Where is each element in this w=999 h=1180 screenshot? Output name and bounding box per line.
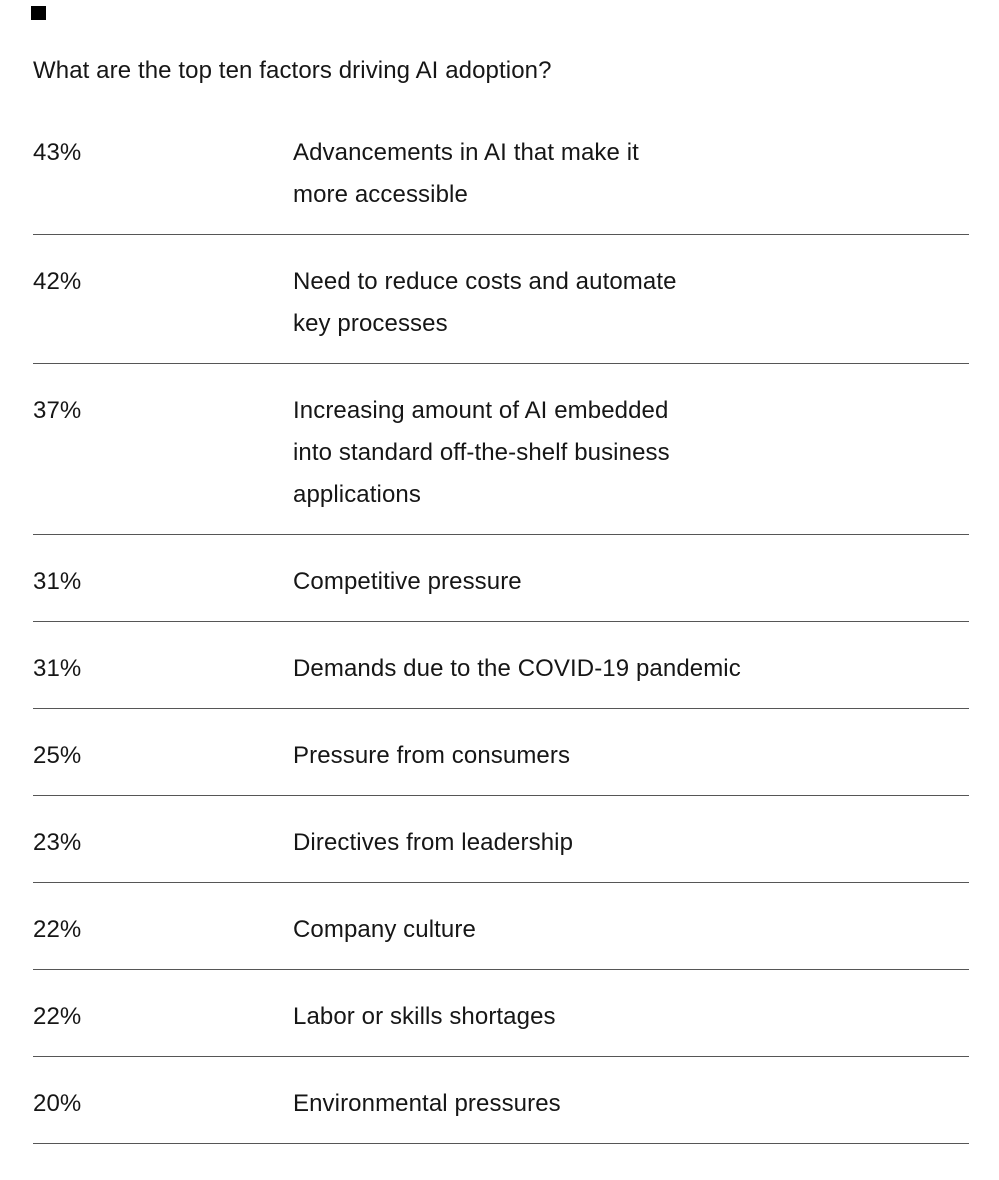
factor-row: 22% Labor or skills shortages bbox=[33, 970, 969, 1057]
factor-row: 20% Environmental pressures bbox=[33, 1057, 969, 1144]
factor-description-line: more accessible bbox=[293, 181, 468, 208]
factor-percentage: 37% bbox=[33, 397, 82, 424]
factor-percentage: 22% bbox=[33, 916, 82, 943]
figure-title: What are the top ten factors driving AI … bbox=[33, 57, 552, 84]
factor-percentage: 31% bbox=[33, 655, 82, 682]
factor-percentage: 23% bbox=[33, 829, 82, 856]
black-square-marker-icon bbox=[31, 6, 46, 20]
factor-row: 37% Increasing amount of AI embedded into … bbox=[33, 364, 969, 535]
factor-description: Company culture bbox=[293, 909, 969, 951]
factor-row: 23% Directives from leadership bbox=[33, 796, 969, 883]
factor-description-line: Environmental pressures bbox=[293, 1090, 561, 1117]
factor-description: Need to reduce costs and automate key pro… bbox=[293, 261, 969, 345]
factor-percentage: 31% bbox=[33, 568, 82, 595]
factor-description-line: Need to reduce costs and automate bbox=[293, 268, 677, 295]
factor-description: Environmental pressures bbox=[293, 1083, 969, 1125]
factor-percentage: 25% bbox=[33, 742, 82, 769]
factor-percentage: 22% bbox=[33, 1003, 82, 1030]
factor-description: Demands due to the COVID-19 pandemic bbox=[293, 648, 969, 690]
factors-table: 43% Advancements in AI that make it more a… bbox=[33, 106, 969, 1144]
factor-description-line: Pressure from consumers bbox=[293, 742, 571, 769]
factor-description: Advancements in AI that make it more acce… bbox=[293, 132, 969, 216]
factor-percentage: 43% bbox=[33, 139, 82, 166]
factor-row: 22% Company culture bbox=[33, 883, 969, 970]
factor-percentage: 42% bbox=[33, 268, 82, 295]
factor-description: Directives from leadership bbox=[293, 822, 969, 864]
factor-description-line: key processes bbox=[293, 310, 448, 337]
factor-row: 31% Competitive pressure bbox=[33, 535, 969, 622]
factor-description-line: applications bbox=[293, 481, 421, 508]
factor-description-line: Directives from leadership bbox=[293, 829, 574, 856]
factor-description: Pressure from consumers bbox=[293, 735, 969, 777]
factor-row: 25% Pressure from consumers bbox=[33, 709, 969, 796]
factor-percentage: 20% bbox=[33, 1090, 82, 1117]
factor-description: Labor or skills shortages bbox=[293, 996, 969, 1038]
factor-description: Competitive pressure bbox=[293, 561, 969, 603]
factor-description-line: Advancements in AI that make it bbox=[293, 139, 639, 166]
factor-row: 42% Need to reduce costs and automate key … bbox=[33, 235, 969, 364]
factor-description-line: Competitive pressure bbox=[293, 568, 522, 595]
factor-description-line: Labor or skills shortages bbox=[293, 1003, 556, 1030]
factor-description-line: Increasing amount of AI embedded bbox=[293, 397, 669, 424]
factor-row: 31% Demands due to the COVID-19 pandemic bbox=[33, 622, 969, 709]
factor-row: 43% Advancements in AI that make it more a… bbox=[33, 106, 969, 235]
factor-description-line: Company culture bbox=[293, 916, 476, 943]
factor-description: Increasing amount of AI embedded into sta… bbox=[293, 390, 969, 516]
factor-description-line: into standard off-the-shelf business bbox=[293, 439, 670, 466]
factor-description-line: Demands due to the COVID-19 pandemic bbox=[293, 655, 741, 682]
